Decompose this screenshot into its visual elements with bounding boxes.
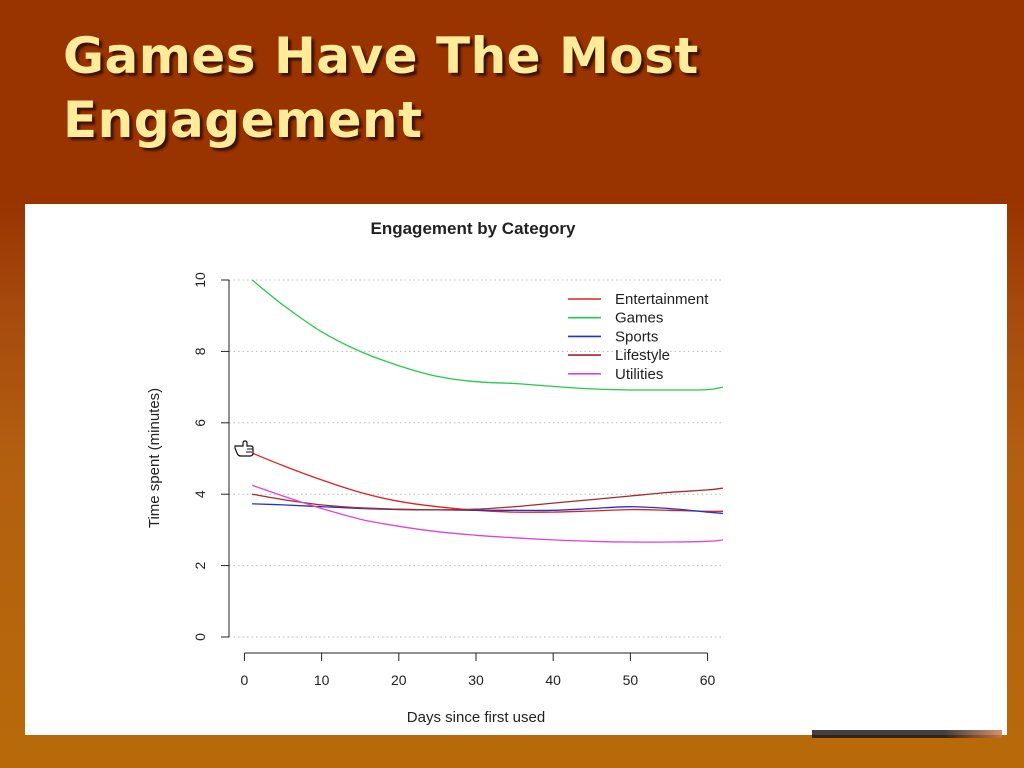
legend-label-games: Games <box>615 310 663 327</box>
legend-label-utilities: Utilities <box>615 366 663 383</box>
y-tick-label: 8 <box>192 347 208 355</box>
y-tick-label: 0 <box>192 633 208 641</box>
line-chart: Engagement by Category 0 2 4 6 8 10 0 10 20 30 40 5… <box>146 219 724 726</box>
slide-title-line-2: Engagement <box>63 91 423 149</box>
series-line-entertainment <box>251 452 724 513</box>
slide-title-line-1: Games Have The Most <box>63 27 699 85</box>
x-tick-label: 10 <box>314 672 330 688</box>
x-tick-label: 20 <box>391 672 407 688</box>
axes: 0 2 4 6 8 10 0 10 20 30 40 50 60 <box>192 272 716 688</box>
legend-label-entertainment: Entertainment <box>615 291 709 308</box>
legend-label-sports: Sports <box>615 328 658 345</box>
series-line-lifestyle <box>252 487 724 511</box>
hand-cursor-icon <box>234 440 254 457</box>
y-axis-label: Time spent (minutes) <box>146 388 163 528</box>
y-tick-label: 6 <box>192 419 208 427</box>
series-line-games <box>251 279 724 391</box>
footer-strip <box>812 730 1002 738</box>
y-tick-label: 10 <box>192 272 208 288</box>
y-tick-label: 2 <box>192 561 208 569</box>
x-tick-label: 0 <box>241 672 249 688</box>
series-lines <box>251 279 724 543</box>
legend-label-lifestyle: Lifestyle <box>615 347 670 364</box>
x-tick-label: 50 <box>623 672 639 688</box>
chart-panel: Engagement by Category 0 2 4 6 8 10 0 10 20 30 40 5… <box>25 204 1007 735</box>
grid-lines <box>229 279 723 638</box>
slide-title: Games Have The Most Engagement <box>63 24 963 152</box>
x-tick-label: 40 <box>545 672 561 688</box>
y-tick-label: 4 <box>192 490 208 498</box>
x-tick-label: 30 <box>468 672 484 688</box>
chart-title: Engagement by Category <box>371 219 577 238</box>
x-axis-label: Days since first used <box>407 709 545 726</box>
series-line-utilities <box>251 484 724 543</box>
series-line-sports <box>252 503 724 515</box>
x-tick-label: 60 <box>700 672 716 688</box>
